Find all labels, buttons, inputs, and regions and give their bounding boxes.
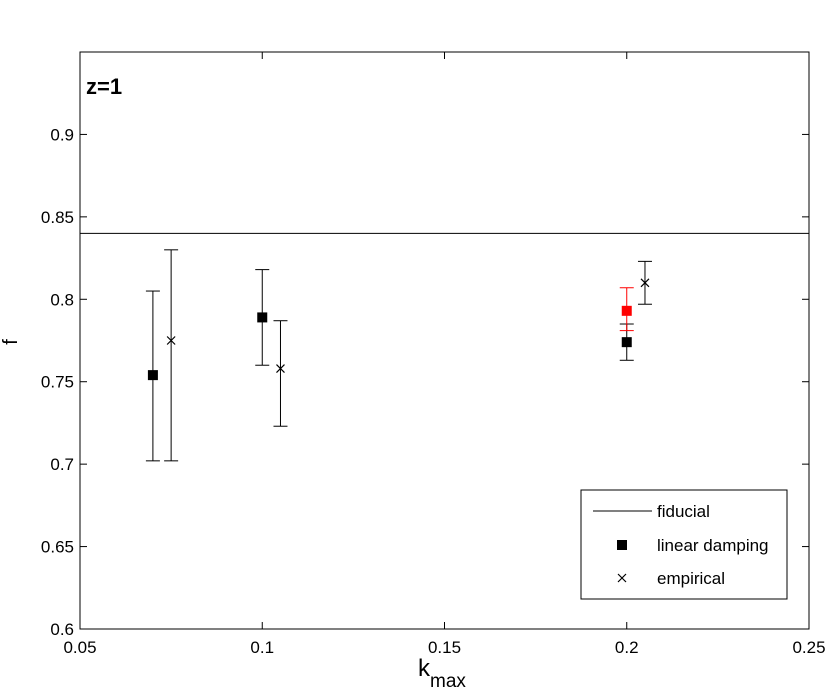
y-tick-label: 0.65 <box>41 538 74 557</box>
x-tick-label: 0.1 <box>250 638 274 657</box>
x-axis-label-subscript: max <box>430 671 466 692</box>
legend-empirical-label: empirical <box>657 569 725 588</box>
legend-fiducial-label: fiducial <box>657 502 710 521</box>
axis-ticks: 0.05 0.1 0.15 0.2 0.25 0.6 0.65 0.7 0.75 0.8 0.85 0… <box>41 52 826 657</box>
x-axis-label-main: k <box>418 655 431 682</box>
legend: fiducial linear damping empirical <box>580 489 788 600</box>
x-tick-label: 0.15 <box>428 638 461 657</box>
data-point <box>273 320 288 427</box>
square-marker <box>147 370 158 381</box>
data-point <box>145 290 160 462</box>
legend-box <box>580 489 788 600</box>
x-marker <box>276 364 285 373</box>
square-marker <box>257 312 268 323</box>
legend-linear-damping-label: linear damping <box>657 536 769 555</box>
legend-empirical-swatch <box>617 573 627 583</box>
data-point <box>619 287 634 332</box>
y-tick-label: 0.7 <box>50 455 74 474</box>
data-point <box>164 249 179 462</box>
z-annotation: z=1 <box>86 74 122 99</box>
square-marker <box>621 305 632 316</box>
x-tick-label: 0.25 <box>792 638 825 657</box>
x-axis-label: kmax <box>418 655 466 692</box>
y-tick-label: 0.9 <box>50 125 74 144</box>
y-tick-label: 0.8 <box>50 290 74 309</box>
legend-linear-damping-swatch <box>617 540 627 550</box>
data-marks <box>145 249 652 462</box>
square-marker <box>621 337 632 348</box>
data-point <box>637 260 652 305</box>
x-tick-label: 0.2 <box>615 638 639 657</box>
data-point <box>255 269 270 366</box>
y-axis-label: f <box>0 339 22 345</box>
x-tick-label: 0.05 <box>63 638 96 657</box>
x-marker <box>166 336 176 345</box>
y-tick-label: 0.75 <box>41 373 74 392</box>
y-tick-label: 0.6 <box>50 620 74 639</box>
y-tick-label: 0.85 <box>41 208 74 227</box>
x-marker <box>640 278 650 288</box>
